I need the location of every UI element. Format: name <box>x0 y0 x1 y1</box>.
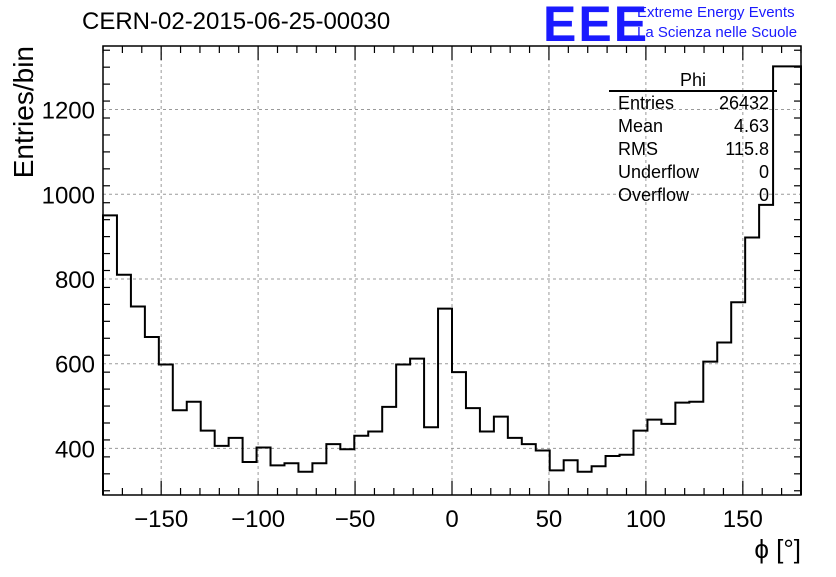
x-tick-label: 50 <box>536 506 563 533</box>
y-tick-label: 800 <box>55 267 95 294</box>
y-axis-label: Entries/bin <box>8 46 39 178</box>
histogram-outline <box>102 65 802 495</box>
x-tick-label: 0 <box>445 506 458 533</box>
stats-row-overflow: Overflow 0 <box>609 184 777 207</box>
y-tick-labels: 400 600 800 1000 1200 <box>42 98 95 464</box>
stats-value: 115.8 <box>725 139 769 159</box>
stats-row-mean: Mean 4.63 <box>609 115 777 138</box>
x-tick-label: −100 <box>231 506 285 533</box>
stats-value: 0 <box>758 162 769 182</box>
stats-value: 26432 <box>718 93 769 113</box>
y-tick-label: 1200 <box>42 98 95 125</box>
axis-ticks <box>102 46 802 495</box>
x-tick-label: −150 <box>134 506 188 533</box>
logo-line-1: Extreme Energy Events <box>637 4 795 21</box>
chart-title: CERN-02-2015-06-25-00030 <box>82 8 391 35</box>
stats-label: Overflow <box>618 185 690 205</box>
x-axis-label: ϕ [°] <box>754 534 801 564</box>
eee-logo: EEE <box>543 0 650 52</box>
x-tick-label: 150 <box>723 506 763 533</box>
stats-label: Entries <box>618 93 675 113</box>
stats-label: Mean <box>618 116 664 136</box>
logo-caption: Extreme Energy Events La Scienza nelle S… <box>637 3 797 43</box>
stats-row-entries: Entries 26432 <box>609 92 777 115</box>
stats-histogram-name: Phi <box>609 70 777 92</box>
x-tick-labels: −150 −100 −50 0 50 100 150 <box>134 506 763 533</box>
y-tick-label: 600 <box>55 352 95 379</box>
y-tick-label: 1000 <box>42 182 95 209</box>
stats-value: 4.63 <box>733 116 769 136</box>
logo-line-2: La Scienza nelle Scuole <box>637 24 798 41</box>
stats-row-rms: RMS 115.8 <box>609 138 777 161</box>
y-tick-label: 400 <box>55 436 95 463</box>
stats-label: Underflow <box>618 162 700 182</box>
stats-box: Phi Entries 26432 Mean 4.63 RMS 115.8 Under… <box>609 70 777 207</box>
x-tick-label: −50 <box>335 506 376 533</box>
stats-label: RMS <box>618 139 658 159</box>
stats-row-underflow: Underflow 0 <box>609 161 777 184</box>
x-tick-label: 100 <box>626 506 666 533</box>
stats-value: 0 <box>758 185 769 205</box>
grid-lines <box>103 46 801 495</box>
